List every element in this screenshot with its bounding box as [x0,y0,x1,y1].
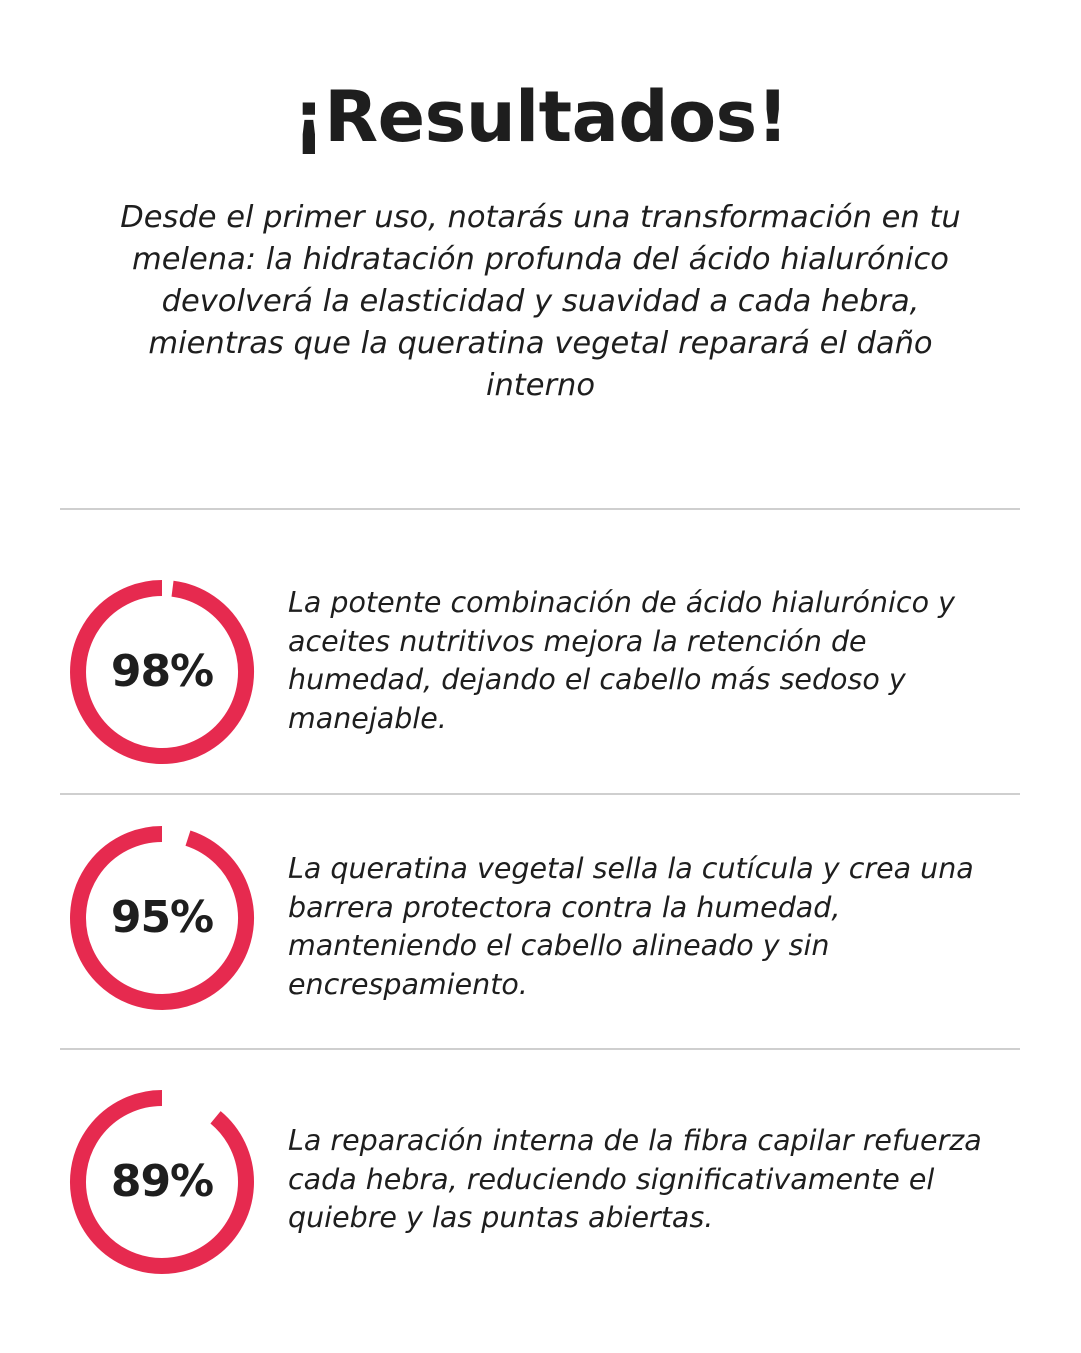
stat-percent-2: 95% [110,892,214,943]
progress-ring-3: 89% [68,1088,256,1276]
progress-arc-1 [70,580,255,764]
progress-ring-1: 98% [68,578,256,766]
progress-arc-3 [70,1090,254,1274]
progress-ring-svg-1 [70,580,255,764]
progress-ring-svg-2 [70,826,254,1010]
divider-1 [60,793,1020,795]
progress-arc-2 [70,826,254,1010]
stat-description-3: La reparación interna de la fibra capila… [288,1124,982,1234]
intro-paragraph: Desde el primer uso, notarás una transfo… [100,197,981,407]
divider-top [60,508,1020,510]
stat-percent-3: 89% [110,1156,214,1207]
progress-ring-svg-3 [70,1090,254,1274]
divider-2 [60,1048,1020,1050]
progress-ring-2: 95% [68,824,256,1012]
stat-description-2: La queratina vegetal sella la cutícula y… [288,852,974,1001]
stat-description-1: La potente combinación de ácido hialurón… [288,586,955,735]
page-title: ¡Resultados! [292,76,789,158]
intro-text: Desde el primer uso, notarás una transfo… [120,200,961,403]
stat-percent-1: 98% [110,646,214,697]
